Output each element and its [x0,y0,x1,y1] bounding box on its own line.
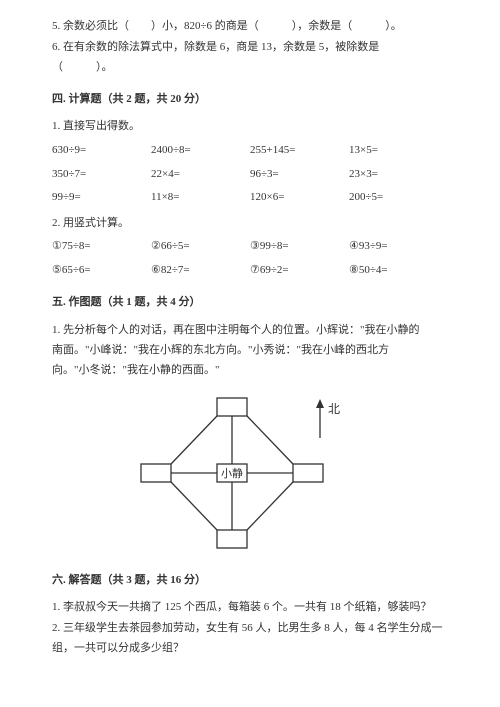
calc-cell: ③99÷8= [250,238,349,256]
calc-cell: 120×6= [250,189,349,207]
calc-row: 350÷7= 22×4= 96÷3= 23×3= [52,166,448,184]
fill-q5: 5. 余数必须比（ ）小，820÷6 的商是（ ），余数是（ ）。 [52,18,448,36]
calc-cell: 2400÷8= [151,142,250,160]
calc-cell: 23×3= [349,166,448,184]
sec5-text: 1. 先分析每个人的对话，再在图中注明每个人的位置。小辉说："我在小静的 南面。… [52,321,448,380]
calc-cell: ⑥82÷7= [151,262,250,280]
sec5-line1: 1. 先分析每个人的对话，再在图中注明每个人的位置。小辉说："我在小静的 [52,324,420,336]
sec5-line3: 向。"小冬说："我在小静的西面。" [52,364,219,376]
fill-q6-line2: （ ）。 [52,59,448,77]
sec6-q2-line1: 2. 三年级学生去茶园参加劳动，女生有 56 人，比男生多 8 人，每 4 名学… [52,620,448,638]
svg-text:北: 北 [328,402,340,416]
position-diagram: 小静 北 [140,393,360,558]
calc-cell: 630÷9= [52,142,151,160]
calc-cell: 22×4= [151,166,250,184]
calc-row: 630÷9= 2400÷8= 255+145= 13×5= [52,142,448,160]
calc-cell: 200÷5= [349,189,448,207]
calc-cell: ⑧50÷4= [349,262,448,280]
calc-cell: 255+145= [250,142,349,160]
calc-row: ①75÷8= ②66÷5= ③99÷8= ④93÷9= [52,238,448,256]
sec6-q2-line2: 组，一共可以分成多少组？ [52,640,448,658]
calc-cell: 13×5= [349,142,448,160]
calc-cell: 99÷9= [52,189,151,207]
section-6-title: 六. 解答题（共 3 题，共 16 分） [52,572,448,590]
calc-cell: ⑦69÷2= [250,262,349,280]
calc-cell: ②66÷5= [151,238,250,256]
section-4-title: 四. 计算题（共 2 题，共 20 分） [52,91,448,109]
sec4-q1: 1. 直接写出得数。 [52,118,448,136]
calc-cell: 350÷7= [52,166,151,184]
diagram-container: 小静 北 [52,393,448,558]
fill-q6-line1: 6. 在有余数的除法算式中，除数是 6，商是 13，余数是 5，被除数是 [52,39,448,57]
calc-cell: ④93÷9= [349,238,448,256]
calc-row: ⑤65÷6= ⑥82÷7= ⑦69÷2= ⑧50÷4= [52,262,448,280]
sec5-line2: 南面。"小峰说："我在小辉的东北方向。"小秀说："我在小峰的西北方 [52,344,389,356]
calc-cell: 11×8= [151,189,250,207]
calc-cell: ①75÷8= [52,238,151,256]
calc-cell: 96÷3= [250,166,349,184]
svg-text:小静: 小静 [221,466,243,480]
section-5-title: 五. 作图题（共 1 题，共 4 分） [52,294,448,312]
calc-cell: ⑤65÷6= [52,262,151,280]
sec4-q2: 2. 用竖式计算。 [52,215,448,233]
sec6-q1: 1. 李叔叔今天一共摘了 125 个西瓜，每箱装 6 个。一共有 18 个纸箱，… [52,599,448,617]
calc-row: 99÷9= 11×8= 120×6= 200÷5= [52,189,448,207]
